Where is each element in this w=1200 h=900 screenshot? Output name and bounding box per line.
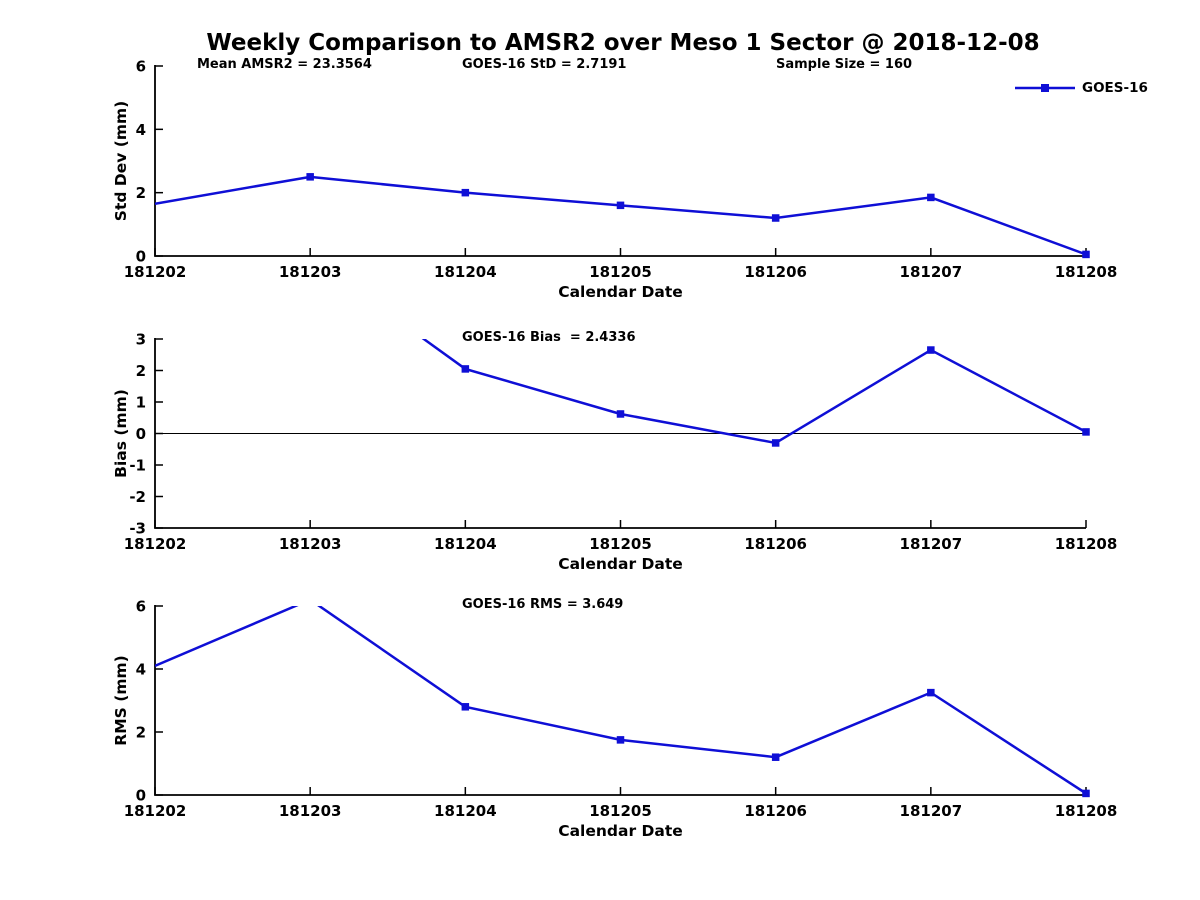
series-line-goes-16 (155, 175, 1086, 256)
data-point-marker (1082, 428, 1090, 436)
x-axis-label: Calendar Date (558, 283, 683, 301)
x-tick-label: 181202 (124, 263, 187, 281)
y-tick-label: 1 (136, 394, 146, 412)
data-point-marker (1082, 250, 1090, 259)
data-point-marker (616, 410, 625, 418)
x-tick-label: 181202 (124, 535, 187, 553)
y-tick-label: 4 (136, 661, 146, 679)
y-tick-label: 0 (136, 248, 146, 266)
data-point-marker (927, 193, 935, 202)
x-tick-label: 181208 (1055, 802, 1118, 820)
annotation: Mean AMSR2 = 23.3564 (197, 57, 372, 72)
data-point-marker (461, 703, 470, 711)
y-tick-label: 4 (136, 121, 146, 139)
y-tick-label: 3 (136, 331, 146, 349)
y-tick-label: -3 (129, 520, 146, 538)
annotation: GOES-16 RMS = 3.649 (462, 597, 623, 612)
y-axis-label: Bias (mm) (112, 389, 130, 478)
x-tick-label: 181205 (589, 535, 652, 553)
x-axis-label: Calendar Date (558, 822, 683, 840)
y-tick-label: 0 (136, 425, 146, 443)
subplot-rms: 0 2 4 6 181202 181203 181204 181205 181206 181207… (112, 597, 1117, 840)
subplot-bias: -3 -2 -1 0 1 2 3 181202 181203 181204 181205 181206… (112, 330, 1118, 573)
data-point-marker (616, 201, 625, 210)
x-tick-label: 181204 (434, 263, 497, 281)
data-point-marker (461, 365, 470, 373)
x-axis-label: Calendar Date (558, 555, 683, 573)
x-tick-label: 181208 (1055, 535, 1118, 553)
data-point-marker (771, 214, 780, 222)
x-tick-label: 181203 (279, 535, 342, 553)
x-tick-label: 181203 (279, 263, 342, 281)
x-tick-label: 181205 (589, 263, 652, 281)
y-tick-label: 2 (136, 362, 146, 380)
legend-label: GOES-16 (1082, 80, 1148, 96)
data-point-marker (306, 173, 314, 181)
subplot-std-dev: 0 2 4 6 181202 181203 181204 181205 181206 181207… (112, 57, 1117, 301)
x-tick-label: 181203 (279, 802, 342, 820)
x-tick-label: 181206 (744, 802, 807, 820)
y-tick-label: 0 (136, 787, 146, 805)
x-tick-label: 181207 (900, 535, 963, 553)
legend: GOES-16 (1014, 80, 1148, 96)
data-point-marker (616, 736, 625, 744)
data-point-marker (771, 753, 780, 761)
x-tick-label: 181204 (434, 535, 497, 553)
y-axis-label: Std Dev (mm) (112, 101, 130, 221)
annotation: GOES-16 StD = 2.7191 (462, 57, 626, 72)
annotation: Sample Size = 160 (776, 57, 912, 72)
y-axis-label: RMS (mm) (112, 655, 130, 745)
x-tick-label: 181206 (744, 535, 807, 553)
x-tick-label: 181205 (589, 802, 652, 820)
y-tick-label: -1 (129, 457, 146, 475)
x-tick-label: 181207 (900, 263, 963, 281)
x-tick-label: 181202 (124, 802, 187, 820)
x-tick-label: 181208 (1055, 263, 1118, 281)
series-line-goes-16 (155, 606, 1086, 795)
data-point-marker (927, 688, 935, 697)
data-point-marker (771, 439, 780, 447)
y-tick-label: -2 (129, 488, 146, 506)
legend-line-icon (1015, 84, 1075, 92)
axes (154, 65, 1086, 257)
axes (154, 605, 1086, 796)
x-tick-label: 181206 (744, 263, 807, 281)
data-point-marker (927, 346, 935, 354)
y-tick-label: 6 (136, 58, 146, 76)
figure-title: Weekly Comparison to AMSR2 over Meso 1 S… (206, 30, 1040, 56)
y-tick-label: 2 (136, 724, 146, 742)
data-point-marker (1082, 789, 1090, 798)
x-tick-label: 181207 (900, 802, 963, 820)
annotation: GOES-16 Bias = 2.4336 (462, 330, 636, 345)
y-tick-label: 2 (136, 184, 146, 202)
y-tick-label: 6 (136, 598, 146, 616)
data-point-marker (461, 188, 470, 197)
x-tick-label: 181204 (434, 802, 497, 820)
